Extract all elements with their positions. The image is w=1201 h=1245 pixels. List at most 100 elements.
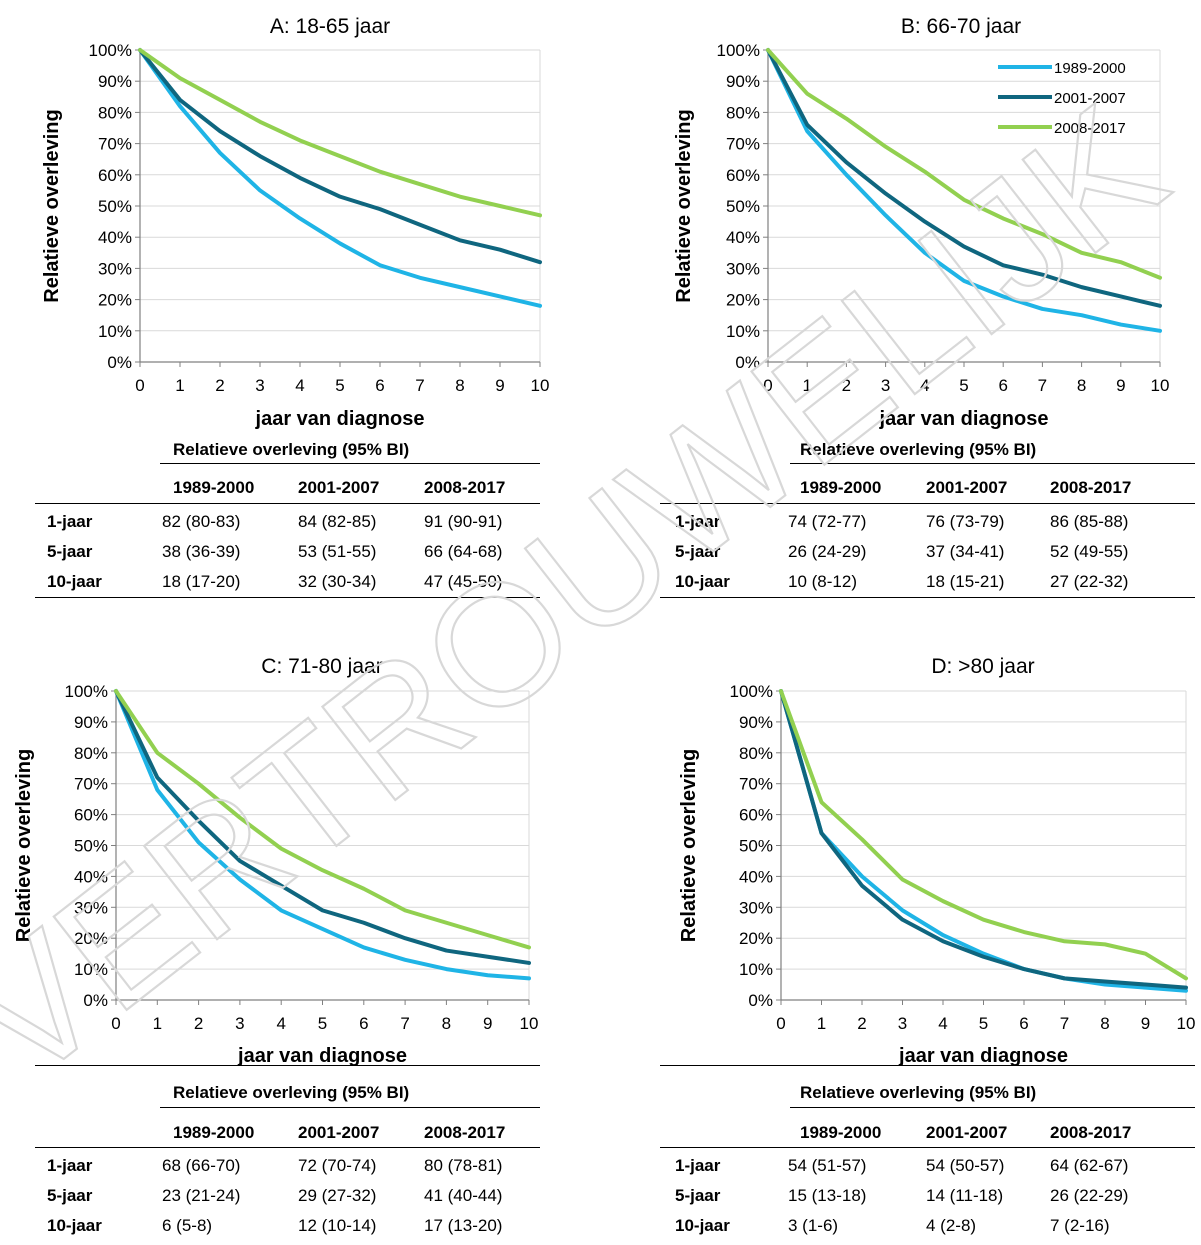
y-tick-label: 90% bbox=[739, 713, 773, 732]
y-tick-label: 40% bbox=[74, 867, 108, 886]
y-tick-label: 20% bbox=[74, 929, 108, 948]
x-tick-label: 9 bbox=[495, 376, 504, 395]
table-cell: 76 (73-79) bbox=[926, 512, 1005, 531]
x-tick-label: 7 bbox=[400, 1014, 409, 1033]
table-cell: 80 (78-81) bbox=[424, 1156, 503, 1175]
y-tick-label: 60% bbox=[98, 166, 132, 185]
col-header-2001: 2001-2007 bbox=[298, 1123, 380, 1142]
series-line-1989-2000 bbox=[114, 689, 531, 981]
chart-title: A: 18-65 jaar bbox=[270, 15, 390, 38]
table-top-rule bbox=[35, 1065, 540, 1066]
y-tick-label: 40% bbox=[726, 228, 760, 247]
row-label: 10-jaar bbox=[675, 1216, 730, 1235]
col-header-1989: 1989-2000 bbox=[173, 478, 255, 497]
table-cell: 18 (17-20) bbox=[162, 572, 241, 591]
series-line-2008-2017 bbox=[766, 48, 1162, 280]
chart-panel-0: 0% 10% 20% 30% 40% 50% 60% 70% 80% 90% 100% 0 1 2 3 4 5 6… bbox=[41, 15, 549, 430]
x-tick-label: 2 bbox=[215, 376, 224, 395]
row-label: 1-jaar bbox=[675, 512, 721, 531]
row-label: 5-jaar bbox=[47, 1186, 93, 1205]
x-tick-label: 0 bbox=[135, 376, 144, 395]
y-tick-label: 80% bbox=[726, 103, 760, 122]
y-axis-label: Relatieve overleving bbox=[678, 749, 700, 942]
y-tick-label: 100% bbox=[717, 41, 760, 60]
table-rule bbox=[660, 1147, 1195, 1148]
x-tick-label: 1 bbox=[802, 376, 811, 395]
y-axis-label: Relatieve overleving bbox=[41, 109, 63, 302]
y-tick-label: 10% bbox=[726, 322, 760, 341]
row-label: 1-jaar bbox=[47, 512, 93, 531]
x-tick-label: 4 bbox=[920, 376, 929, 395]
table-cell: 82 (80-83) bbox=[162, 512, 241, 531]
x-tick-label: 10 bbox=[1151, 376, 1170, 395]
x-tick-label: 3 bbox=[235, 1014, 244, 1033]
y-tick-label: 10% bbox=[98, 322, 132, 341]
survival-table-d: Relatieve overleving (95% BI) 1989-2000 … bbox=[630, 1065, 1200, 1245]
x-axis-label: jaar van diagnose bbox=[237, 1045, 407, 1067]
table-cell: 54 (50-57) bbox=[926, 1156, 1005, 1175]
table-rule bbox=[35, 503, 540, 504]
table-cell: 18 (15-21) bbox=[926, 572, 1005, 591]
y-tick-label: 60% bbox=[739, 806, 773, 825]
row-label: 1-jaar bbox=[675, 1156, 721, 1175]
table-cell: 54 (51-57) bbox=[788, 1156, 867, 1175]
x-tick-label: 7 bbox=[1038, 376, 1047, 395]
table-rule bbox=[35, 1147, 540, 1148]
y-axis-label: Relatieve overleving bbox=[13, 749, 35, 942]
table-cell: 7 (2-16) bbox=[1050, 1216, 1110, 1235]
table-cell: 47 (45-50) bbox=[424, 572, 503, 591]
survival-table-c: Relatieve overleving (95% BI) 1989-2000 … bbox=[0, 1065, 560, 1245]
y-tick-label: 90% bbox=[74, 713, 108, 732]
y-tick-label: 100% bbox=[89, 41, 132, 60]
y-tick-label: 50% bbox=[98, 197, 132, 216]
x-tick-label: 6 bbox=[1019, 1014, 1028, 1033]
x-tick-label: 1 bbox=[175, 376, 184, 395]
table-cell: 26 (22-29) bbox=[1050, 1186, 1129, 1205]
table-cell: 66 (64-68) bbox=[424, 542, 503, 561]
table-cell: 74 (72-77) bbox=[788, 512, 867, 531]
table-cell: 91 (90-91) bbox=[424, 512, 503, 531]
table-cell: 86 (85-88) bbox=[1050, 512, 1129, 531]
table-cell: 14 (11-18) bbox=[926, 1186, 1004, 1205]
table-cell: 64 (62-67) bbox=[1050, 1156, 1129, 1175]
x-tick-label: 10 bbox=[531, 376, 550, 395]
y-tick-label: 40% bbox=[98, 228, 132, 247]
y-tick-label: 10% bbox=[739, 960, 773, 979]
table-top-rule bbox=[660, 1065, 1195, 1066]
series-line-2008-2017 bbox=[114, 689, 531, 950]
table-cell: 72 (70-74) bbox=[298, 1156, 377, 1175]
x-tick-label: 6 bbox=[375, 376, 384, 395]
table-cell: 12 (10-14) bbox=[298, 1216, 377, 1235]
table-cell: 26 (24-29) bbox=[788, 542, 867, 561]
series-line-1989-2000 bbox=[766, 48, 1162, 333]
table-cell: 17 (13-20) bbox=[424, 1216, 503, 1235]
chart-title: C: 71-80 jaar bbox=[261, 655, 382, 678]
col-header-2008: 2008-2017 bbox=[424, 478, 506, 497]
x-tick-label: 4 bbox=[295, 376, 304, 395]
y-tick-label: 90% bbox=[98, 72, 132, 91]
x-tick-label: 10 bbox=[1177, 1014, 1196, 1033]
x-tick-label: 5 bbox=[318, 1014, 327, 1033]
col-header-1989: 1989-2000 bbox=[800, 1123, 882, 1142]
row-label: 10-jaar bbox=[675, 572, 730, 591]
x-tick-label: 0 bbox=[111, 1014, 120, 1033]
col-header-2001: 2001-2007 bbox=[926, 478, 1008, 497]
table-cell: 68 (66-70) bbox=[162, 1156, 241, 1175]
table-cell: 10 (8-12) bbox=[788, 572, 857, 591]
row-label: 1-jaar bbox=[47, 1156, 93, 1175]
table-cell: 6 (5-8) bbox=[162, 1216, 213, 1235]
row-label: 10-jaar bbox=[47, 572, 102, 591]
series-line-2008-2017 bbox=[779, 689, 1188, 981]
y-tick-label: 0% bbox=[735, 353, 760, 372]
y-tick-label: 0% bbox=[107, 353, 132, 372]
y-tick-label: 80% bbox=[739, 744, 773, 763]
x-tick-label: 5 bbox=[959, 376, 968, 395]
chart-panel-3: 0% 10% 20% 30% 40% 50% 60% 70% 80% 90% 100% 0 1 2 3 4 5 6… bbox=[678, 655, 1195, 1067]
series-line-1989-2000 bbox=[779, 689, 1188, 993]
x-tick-label: 8 bbox=[1100, 1014, 1109, 1033]
y-tick-label: 30% bbox=[726, 259, 760, 278]
x-tick-label: 6 bbox=[998, 376, 1007, 395]
series-line-2001-2007 bbox=[114, 689, 531, 965]
y-tick-label: 40% bbox=[739, 867, 773, 886]
